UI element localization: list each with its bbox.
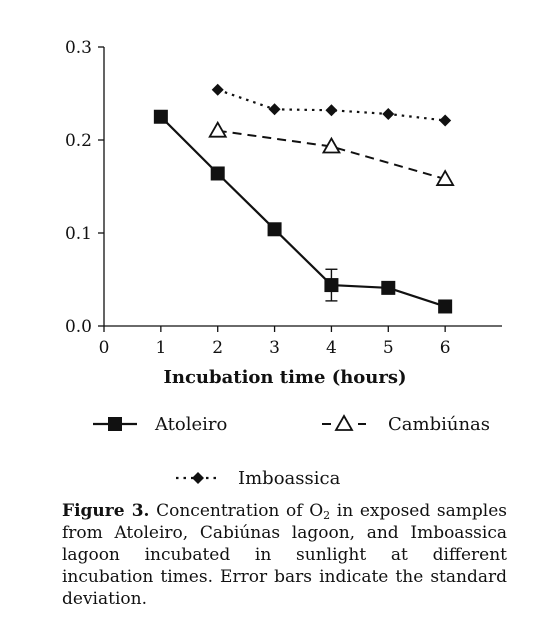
diamond-marker [439, 114, 452, 127]
triangle-marker [321, 136, 341, 154]
line-chart: 0.0 0.1 0.2 0.3 0 1 2 3 4 5 6 Incubation time (hour… [65, 38, 502, 489]
caption-text-end: in exposed samples from Atoleiro, Cabiún… [62, 501, 507, 609]
square-marker [210, 166, 225, 181]
diamond-marker [382, 107, 395, 120]
diamond-marker [268, 103, 281, 116]
y-tick-label: 0.2 [65, 131, 92, 151]
series-cambi-nas [208, 120, 455, 186]
legend-label: Imboassica [238, 468, 341, 489]
diamond-marker [325, 104, 338, 117]
x-tick-label: 1 [155, 338, 166, 358]
square-marker [381, 280, 396, 295]
x-axis-label: Incubation time (hours) [163, 367, 406, 388]
y-tick-label: 0.0 [65, 317, 92, 337]
chart-axes: 0.0 0.1 0.2 0.3 0 1 2 3 4 5 6 Incubation time (hour… [65, 38, 502, 388]
diamond-marker [192, 472, 204, 484]
y-tick-label: 0.1 [65, 224, 92, 244]
y-tick-label: 0.3 [65, 38, 92, 58]
square-marker [267, 222, 282, 237]
series-line [217, 129, 446, 181]
series-atoleiro [153, 109, 453, 314]
x-tick-label: 6 [440, 338, 451, 358]
series-imboassica [211, 83, 452, 127]
square-marker [153, 109, 168, 124]
legend-item: Atoleiro [93, 414, 227, 435]
triangle-marker [435, 169, 455, 186]
caption-subscript: 2 [323, 509, 331, 522]
caption-label: Figure 3. [62, 501, 150, 521]
triangle-marker [334, 414, 354, 431]
square-marker [324, 278, 339, 293]
series-line [160, 115, 446, 308]
x-tick-label: 3 [269, 338, 280, 358]
x-tick-label: 0 [99, 338, 110, 358]
chart-legend: Atoleiro Cambiúnas Imboassica [93, 414, 490, 489]
x-tick-label: 4 [326, 338, 337, 358]
figure-caption: Figure 3. Concentration of O2 in exposed… [62, 500, 507, 610]
legend-label: Cambiúnas [388, 414, 490, 435]
chart-series [153, 83, 455, 314]
square-marker [438, 299, 453, 314]
diamond-marker [211, 83, 224, 96]
legend-item: Imboassica [176, 468, 341, 489]
x-tick-label: 2 [212, 338, 223, 358]
x-tick-label: 5 [383, 338, 394, 358]
legend-item: Cambiúnas [322, 414, 490, 435]
caption-text-start: Concentration of O [149, 501, 324, 521]
square-marker [108, 417, 122, 431]
legend-label: Atoleiro [154, 414, 227, 435]
triangle-marker [208, 120, 228, 138]
